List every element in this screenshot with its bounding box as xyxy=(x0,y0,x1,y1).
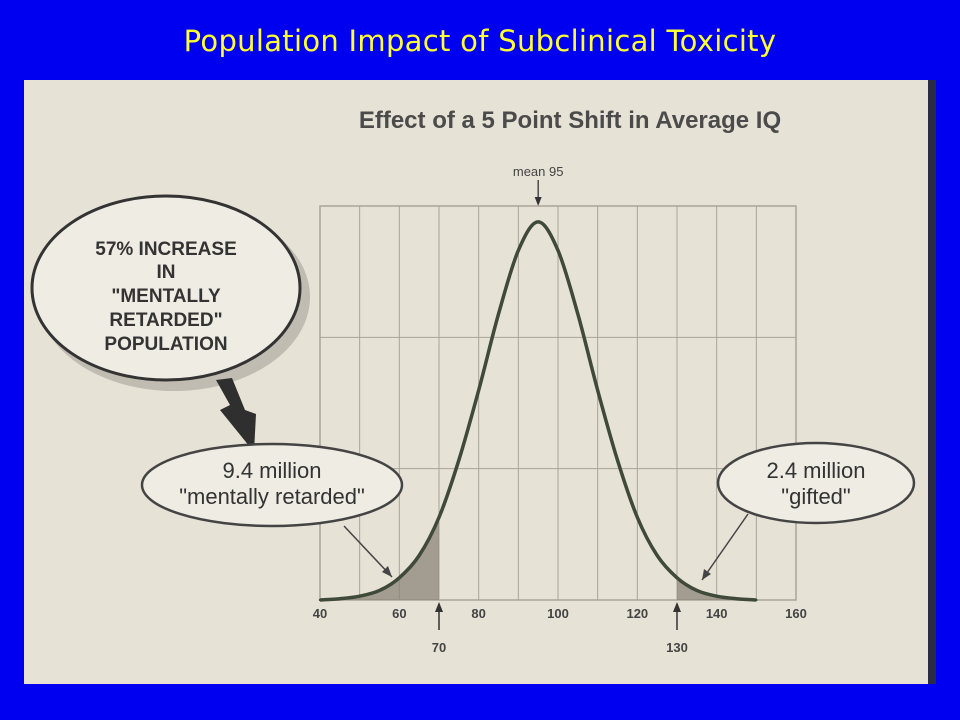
curve-point xyxy=(497,312,500,316)
shaded-region-left-tail xyxy=(320,517,439,600)
right-callout-line-1: 2.4 million xyxy=(766,458,865,483)
curve-point xyxy=(517,249,520,252)
curve-point xyxy=(735,597,738,600)
increase-bubble: 57% INCREASE IN "MENTALLY RETARDED" POPU… xyxy=(30,194,310,391)
left-callout-line-1: 9.4 million xyxy=(222,458,321,483)
iq-distribution-chart: Effect of a 5 Point Shift in Average IQ … xyxy=(24,80,936,684)
curve-point xyxy=(398,576,401,579)
increase-line-5: POPULATION xyxy=(104,334,227,355)
curve-point xyxy=(318,598,322,602)
shaded-region-right-tail xyxy=(677,577,757,600)
increase-line-4: RETARDED" xyxy=(109,310,222,331)
curve-point xyxy=(655,554,659,557)
down-arrow-icon xyxy=(216,378,256,452)
curve-point xyxy=(378,589,381,592)
photo-edge xyxy=(928,80,936,684)
increase-line-1: 57% INCREASE xyxy=(95,239,237,260)
curve-point xyxy=(338,597,342,600)
curve-point xyxy=(576,312,580,316)
curve-point xyxy=(437,516,441,519)
curve-point xyxy=(695,589,699,592)
curve-point xyxy=(636,516,639,519)
x-tick-label: 80 xyxy=(471,606,485,621)
curve-point xyxy=(616,458,619,462)
slide-title: Population Impact of Subclinical Toxicit… xyxy=(183,24,777,58)
right-callout-line-2: "gifted" xyxy=(781,484,850,509)
curve-point xyxy=(755,598,758,602)
mean-label: mean 95 xyxy=(513,164,564,179)
curve-point xyxy=(715,594,718,598)
increase-line-2: IN xyxy=(157,262,176,283)
curve-point xyxy=(675,576,679,579)
x-tick-label: 100 xyxy=(547,606,569,621)
curve-point xyxy=(536,220,540,224)
increase-line-3: "MENTALLY xyxy=(111,286,221,307)
curve-point xyxy=(477,389,480,392)
x-tick-label: 60 xyxy=(392,606,406,621)
right-callout-pointer xyxy=(701,513,749,581)
marker-arrowhead xyxy=(673,602,681,612)
marker-label: 130 xyxy=(666,640,688,655)
chart-title: Effect of a 5 Point Shift in Average IQ xyxy=(359,107,781,134)
left-callout-arrowhead xyxy=(382,566,392,577)
mean-arrow xyxy=(534,180,542,206)
marker-arrowhead xyxy=(435,602,443,612)
right-callout: 2.4 million "gifted" xyxy=(701,441,916,581)
curve-point xyxy=(457,458,461,462)
marker-label: 70 xyxy=(432,640,446,655)
mean-arrowhead xyxy=(534,197,542,206)
x-tick-label: 140 xyxy=(706,606,728,621)
left-callout-pointer xyxy=(343,525,393,578)
left-callout: 9.4 million "mentally retarded" xyxy=(140,442,404,578)
curve-point xyxy=(556,249,560,252)
right-callout-arrowhead xyxy=(702,569,711,580)
chart-photo: Effect of a 5 Point Shift in Average IQ … xyxy=(24,80,936,684)
x-tick-label: 120 xyxy=(626,606,648,621)
curve-point xyxy=(417,554,421,557)
left-callout-line-2: "mentally retarded" xyxy=(179,484,365,509)
curve-point xyxy=(358,594,361,598)
curve-point xyxy=(596,389,599,392)
x-tick-label: 160 xyxy=(785,606,807,621)
x-tick-label: 40 xyxy=(313,606,327,621)
